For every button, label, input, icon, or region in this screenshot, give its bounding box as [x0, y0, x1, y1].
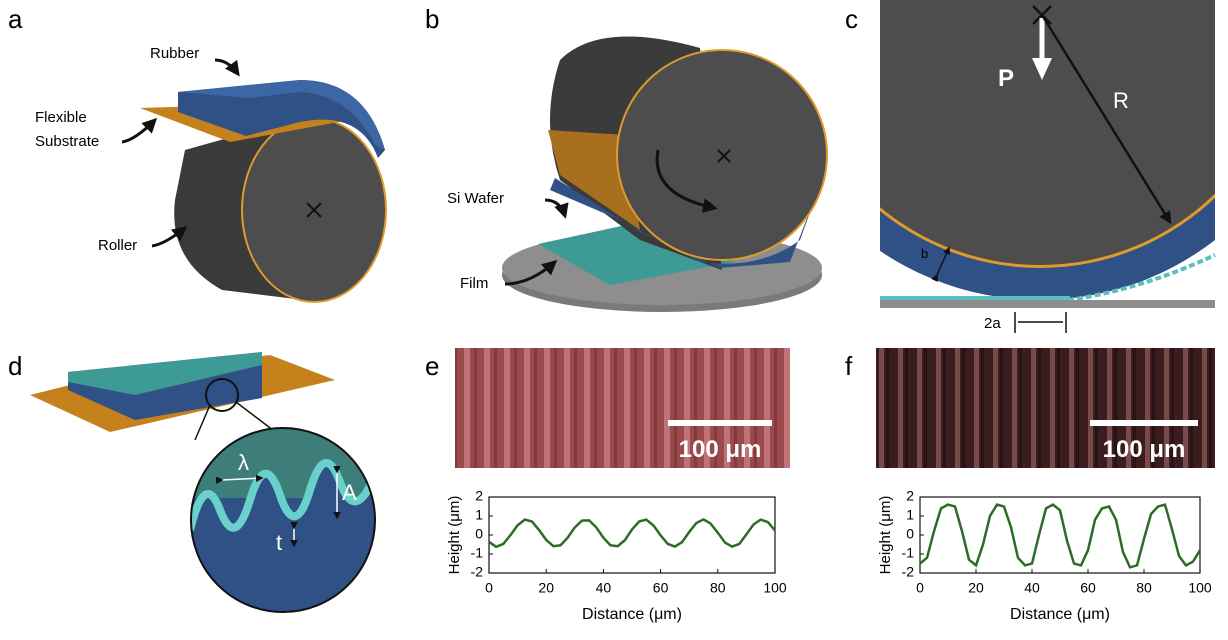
scale-bar	[1090, 420, 1198, 426]
data-line	[920, 505, 1200, 568]
panel-label: d	[8, 351, 22, 381]
data-line	[489, 519, 775, 546]
annotation: Substrate	[35, 133, 99, 150]
panel-label: f	[845, 351, 853, 381]
annotation: A	[342, 480, 357, 505]
x-axis-label: Distance (μm)	[1010, 606, 1110, 623]
annotation: Si Wafer	[447, 190, 504, 207]
x-tick-label: 20	[538, 580, 554, 596]
y-axis-label: Height (μm)	[446, 496, 463, 575]
x-tick-label: 100	[1188, 580, 1212, 596]
scale-bar	[668, 420, 772, 426]
annotation: λ	[238, 450, 249, 475]
y-tick-label: -1	[902, 545, 915, 561]
x-tick-label: 40	[1024, 580, 1040, 596]
y-tick-label: 0	[906, 526, 914, 542]
annotation: b	[921, 246, 928, 261]
y-tick-label: -2	[471, 564, 484, 580]
y-tick-label: 1	[475, 507, 483, 523]
annotation: P	[998, 65, 1014, 92]
panel-e: e 100 μm	[425, 348, 790, 468]
x-tick-label: 20	[968, 580, 984, 596]
figure: a Rubber Flexible Substrate Roller b Si …	[0, 0, 1228, 635]
annotation: 2a	[984, 315, 1001, 332]
contact-dim	[1015, 312, 1066, 333]
panel-label: b	[425, 4, 439, 34]
x-tick-label: 60	[653, 580, 669, 596]
x-tick-label: 0	[916, 580, 924, 596]
y-tick-label: 2	[475, 488, 483, 504]
film	[880, 296, 1070, 300]
y-tick-label: -2	[902, 564, 915, 580]
x-tick-label: 100	[763, 580, 787, 596]
panel-b: b Si Wafer Film	[425, 4, 827, 312]
x-axis-label: Distance (μm)	[582, 606, 682, 623]
annotation: R	[1113, 88, 1129, 113]
arrow	[545, 200, 565, 216]
y-tick-label: 2	[906, 488, 914, 504]
x-tick-label: 0	[485, 580, 493, 596]
x-tick-label: 80	[710, 580, 726, 596]
y-tick-label: 0	[475, 526, 483, 542]
x-tick-label: 80	[1136, 580, 1152, 596]
plot-frame	[489, 497, 775, 573]
scale-bar-label: 100 μm	[1103, 436, 1186, 463]
panel-label: c	[845, 4, 858, 34]
y-axis-label: Height (μm)	[877, 496, 894, 575]
panel-f: f 100 μm	[845, 348, 1215, 468]
wafer	[880, 300, 1215, 308]
y-tick-label: -1	[471, 545, 484, 561]
annotation: Rubber	[150, 45, 199, 62]
arrow	[122, 120, 155, 142]
y-tick-label: 1	[906, 507, 914, 523]
annotation: Roller	[98, 237, 137, 254]
annotation: Film	[460, 275, 488, 292]
x-tick-label: 60	[1080, 580, 1096, 596]
annotation: t	[276, 530, 282, 555]
panel-d: d λ A t	[8, 351, 380, 618]
roller	[790, 0, 1228, 265]
panel-label: e	[425, 351, 439, 381]
scale-bar-label: 100 μm	[679, 436, 762, 463]
x-tick-label: 40	[596, 580, 612, 596]
arrow	[215, 60, 238, 74]
panel-label: a	[8, 4, 23, 34]
annotation: Flexible	[35, 109, 87, 126]
panel-a: a Rubber Flexible Substrate Roller	[8, 4, 386, 302]
